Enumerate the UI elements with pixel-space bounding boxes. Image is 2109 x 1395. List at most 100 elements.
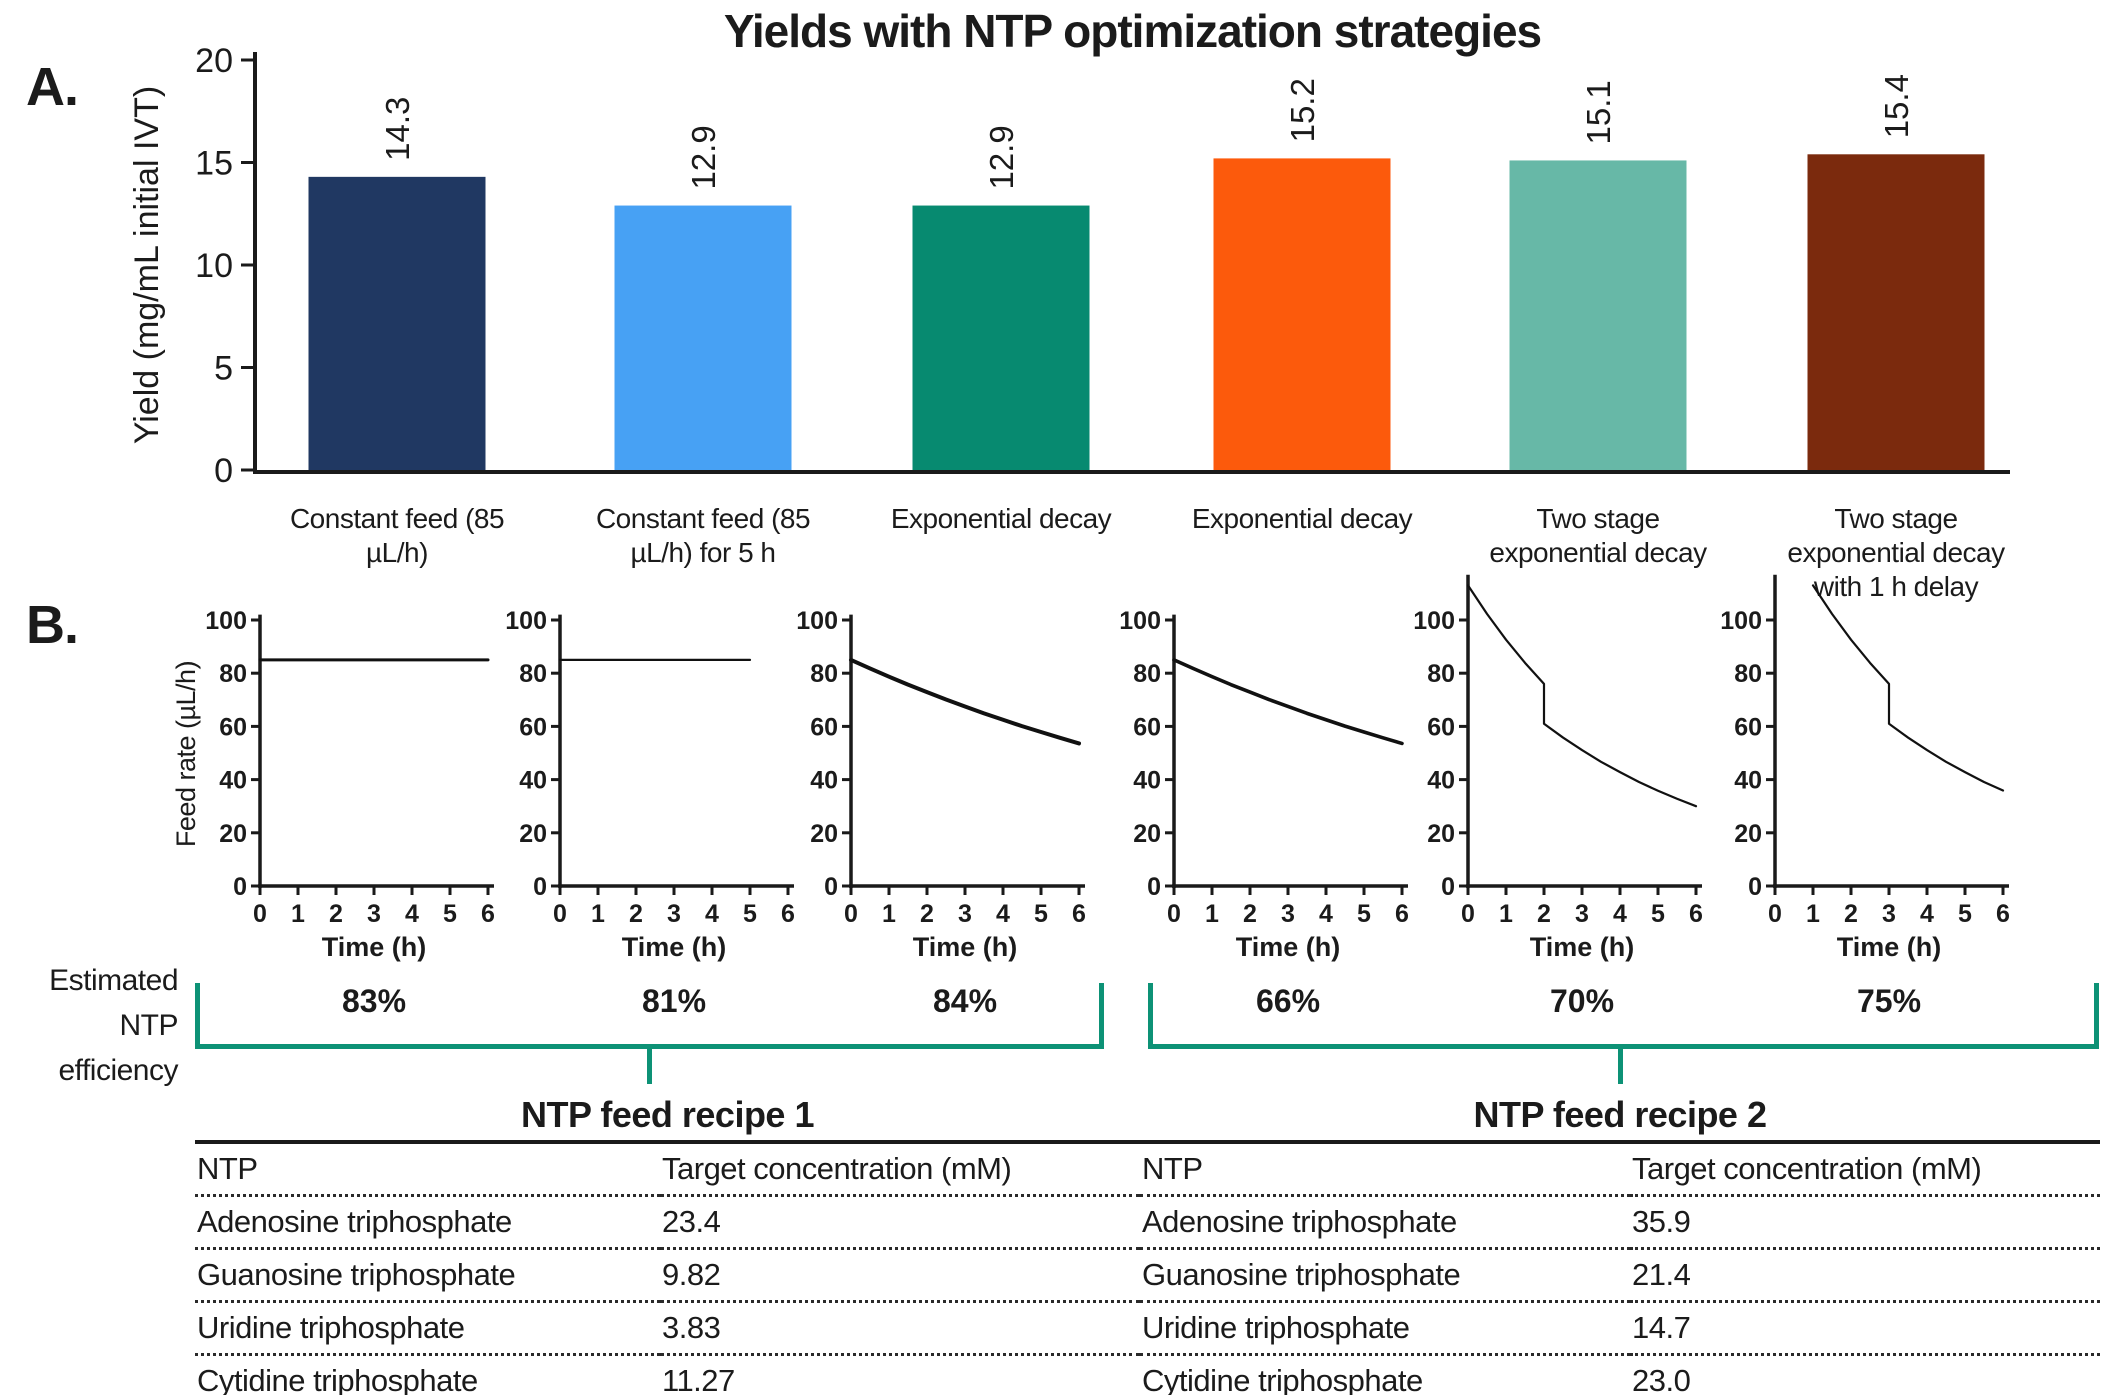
x-tick-label: 0 (1768, 900, 1782, 928)
x-tick-label: 4 (705, 900, 719, 928)
x-axis-label: Time (h) (1837, 932, 1942, 962)
bar-chart-title: Yields with NTP optimization strategies (723, 5, 1542, 57)
x-tick-label: 0 (253, 900, 267, 928)
efficiency-value: 75% (1856, 983, 1922, 1019)
recipe-table-2: NTP Target concentration (mM) Adenosine tr… (1140, 1140, 2100, 1395)
x-tick-label: 6 (481, 900, 495, 928)
y-tick-label: 80 (1427, 660, 1455, 688)
table-cell: 21.4 (1630, 1248, 2100, 1303)
table-cell: Adenosine triphosphate (195, 1195, 660, 1250)
y-axis-label: Yield (mg/mL initial IVT) (128, 86, 166, 444)
recipe-1-title: NTP feed recipe 1 (521, 1094, 814, 1135)
y-tick-label: 100 (205, 607, 247, 635)
x-tick-label: 2 (920, 900, 934, 928)
y-tick-label: 0 (214, 452, 233, 490)
recipe-2-bracket-bar (1148, 1044, 2099, 1049)
y-tick-label: 40 (519, 767, 547, 795)
bar-5 (1509, 160, 1687, 470)
x-tick-label: 3 (958, 900, 972, 928)
feed-rate-curve (849, 657, 1081, 746)
x-tick-label: 4 (996, 900, 1010, 928)
x-tick-label: 0 (553, 900, 567, 928)
table-cell: 14.7 (1630, 1301, 2100, 1356)
bar-category-label: Exponential decay (1191, 503, 1413, 534)
y-tick-label: 15 (195, 145, 233, 183)
x-tick-label: 4 (1319, 900, 1333, 928)
recipe-table-1: NTP Target concentration (mM) Adenosine tr… (195, 1140, 1140, 1395)
y-tick-label: 60 (219, 713, 247, 741)
y-tick-label: 20 (1133, 820, 1161, 848)
x-tick-label: 3 (367, 900, 381, 928)
table-header-row: NTP Target concentration (mM) (1140, 1140, 2100, 1197)
table-cell: 9.82 (660, 1248, 1140, 1303)
x-tick-label: 1 (1499, 900, 1513, 928)
x-tick-label: 6 (1395, 900, 1409, 928)
x-tick-label: 6 (1072, 900, 1086, 928)
x-tick-label: 1 (291, 900, 305, 928)
y-tick-label: 40 (1734, 767, 1762, 795)
table-row: Uridine triphosphate 14.7 (1140, 1301, 2100, 1356)
y-tick-label: 100 (1413, 607, 1455, 635)
y-tick-label: 60 (1133, 713, 1161, 741)
x-tick-label: 1 (1806, 900, 1820, 928)
efficiency-value: 83% (341, 983, 407, 1019)
y-tick-label: 100 (796, 607, 838, 635)
feed-rate-curve (1811, 584, 2005, 792)
y-tick-label: 20 (1734, 820, 1762, 848)
bar-category-label: Exponential decay (890, 503, 1112, 534)
y-tick-label: 10 (195, 247, 233, 285)
table-cell: Cytidine triphosphate (195, 1354, 660, 1395)
bar-value-label: 15.4 (1878, 74, 1915, 138)
panel-a-label: A. (26, 57, 79, 117)
table-cell: NTP (1140, 1140, 1630, 1197)
x-tick-label: 5 (743, 900, 757, 928)
table-cell: Uridine triphosphate (1140, 1301, 1630, 1356)
x-tick-label: 4 (1613, 900, 1627, 928)
x-tick-label: 5 (1034, 900, 1048, 928)
bar-category-label: Two stage exponential decay (1489, 503, 1707, 568)
table-cell: Target concentration (mM) (1630, 1140, 2100, 1197)
efficiency-value: 66% (1255, 983, 1321, 1019)
bar-value-label: 15.2 (1284, 78, 1321, 142)
recipe-1-table: NTP Target concentration (mM) Adenosine tr… (195, 1140, 1140, 1395)
x-tick-label: 2 (1537, 900, 1551, 928)
recipe-2-bracket-stem (1618, 1044, 1623, 1084)
table-cell: Target concentration (mM) (660, 1140, 1140, 1197)
recipe-1-bracket-cap-right (1099, 983, 1104, 1049)
bar-value-label: 14.3 (379, 97, 416, 161)
y-tick-label: 60 (1734, 713, 1762, 741)
x-axis-label: Time (h) (913, 932, 1018, 962)
y-tick-label: 80 (810, 660, 838, 688)
x-tick-label: 0 (1167, 900, 1181, 928)
efficiency-value: 81% (641, 983, 707, 1019)
y-tick-label: 20 (1427, 820, 1455, 848)
y-tick-label: 0 (233, 873, 247, 901)
efficiency-value: 70% (1549, 983, 1615, 1019)
recipe-1-bracket-stem (647, 1044, 652, 1084)
y-tick-label: 60 (810, 713, 838, 741)
x-tick-label: 3 (1575, 900, 1589, 928)
y-tick-label: 0 (1441, 873, 1455, 901)
recipe-2-table: NTP Target concentration (mM) Adenosine tr… (1140, 1140, 2100, 1395)
x-tick-label: 6 (781, 900, 795, 928)
table-row: Adenosine triphosphate 23.4 (195, 1195, 1140, 1250)
table-cell: 11.27 (660, 1354, 1140, 1395)
y-tick-label: 0 (1147, 873, 1161, 901)
y-tick-label: 40 (219, 767, 247, 795)
feed-rate-curve (1172, 658, 1404, 746)
y-tick-label: 20 (195, 42, 233, 80)
table-cell: Adenosine triphosphate (1140, 1195, 1630, 1250)
x-tick-label: 2 (329, 900, 343, 928)
table-cell: Guanosine triphosphate (195, 1248, 660, 1303)
table-cell: Guanosine triphosphate (1140, 1248, 1630, 1303)
table-cell: Cytidine triphosphate (1140, 1354, 1630, 1395)
x-tick-label: 1 (591, 900, 605, 928)
table-cell: Uridine triphosphate (195, 1301, 660, 1356)
x-tick-label: 0 (1461, 900, 1475, 928)
y-tick-label: 80 (1734, 660, 1762, 688)
x-axis-label: Time (h) (322, 932, 427, 962)
x-tick-label: 3 (667, 900, 681, 928)
bar-value-label: 15.1 (1580, 80, 1617, 144)
